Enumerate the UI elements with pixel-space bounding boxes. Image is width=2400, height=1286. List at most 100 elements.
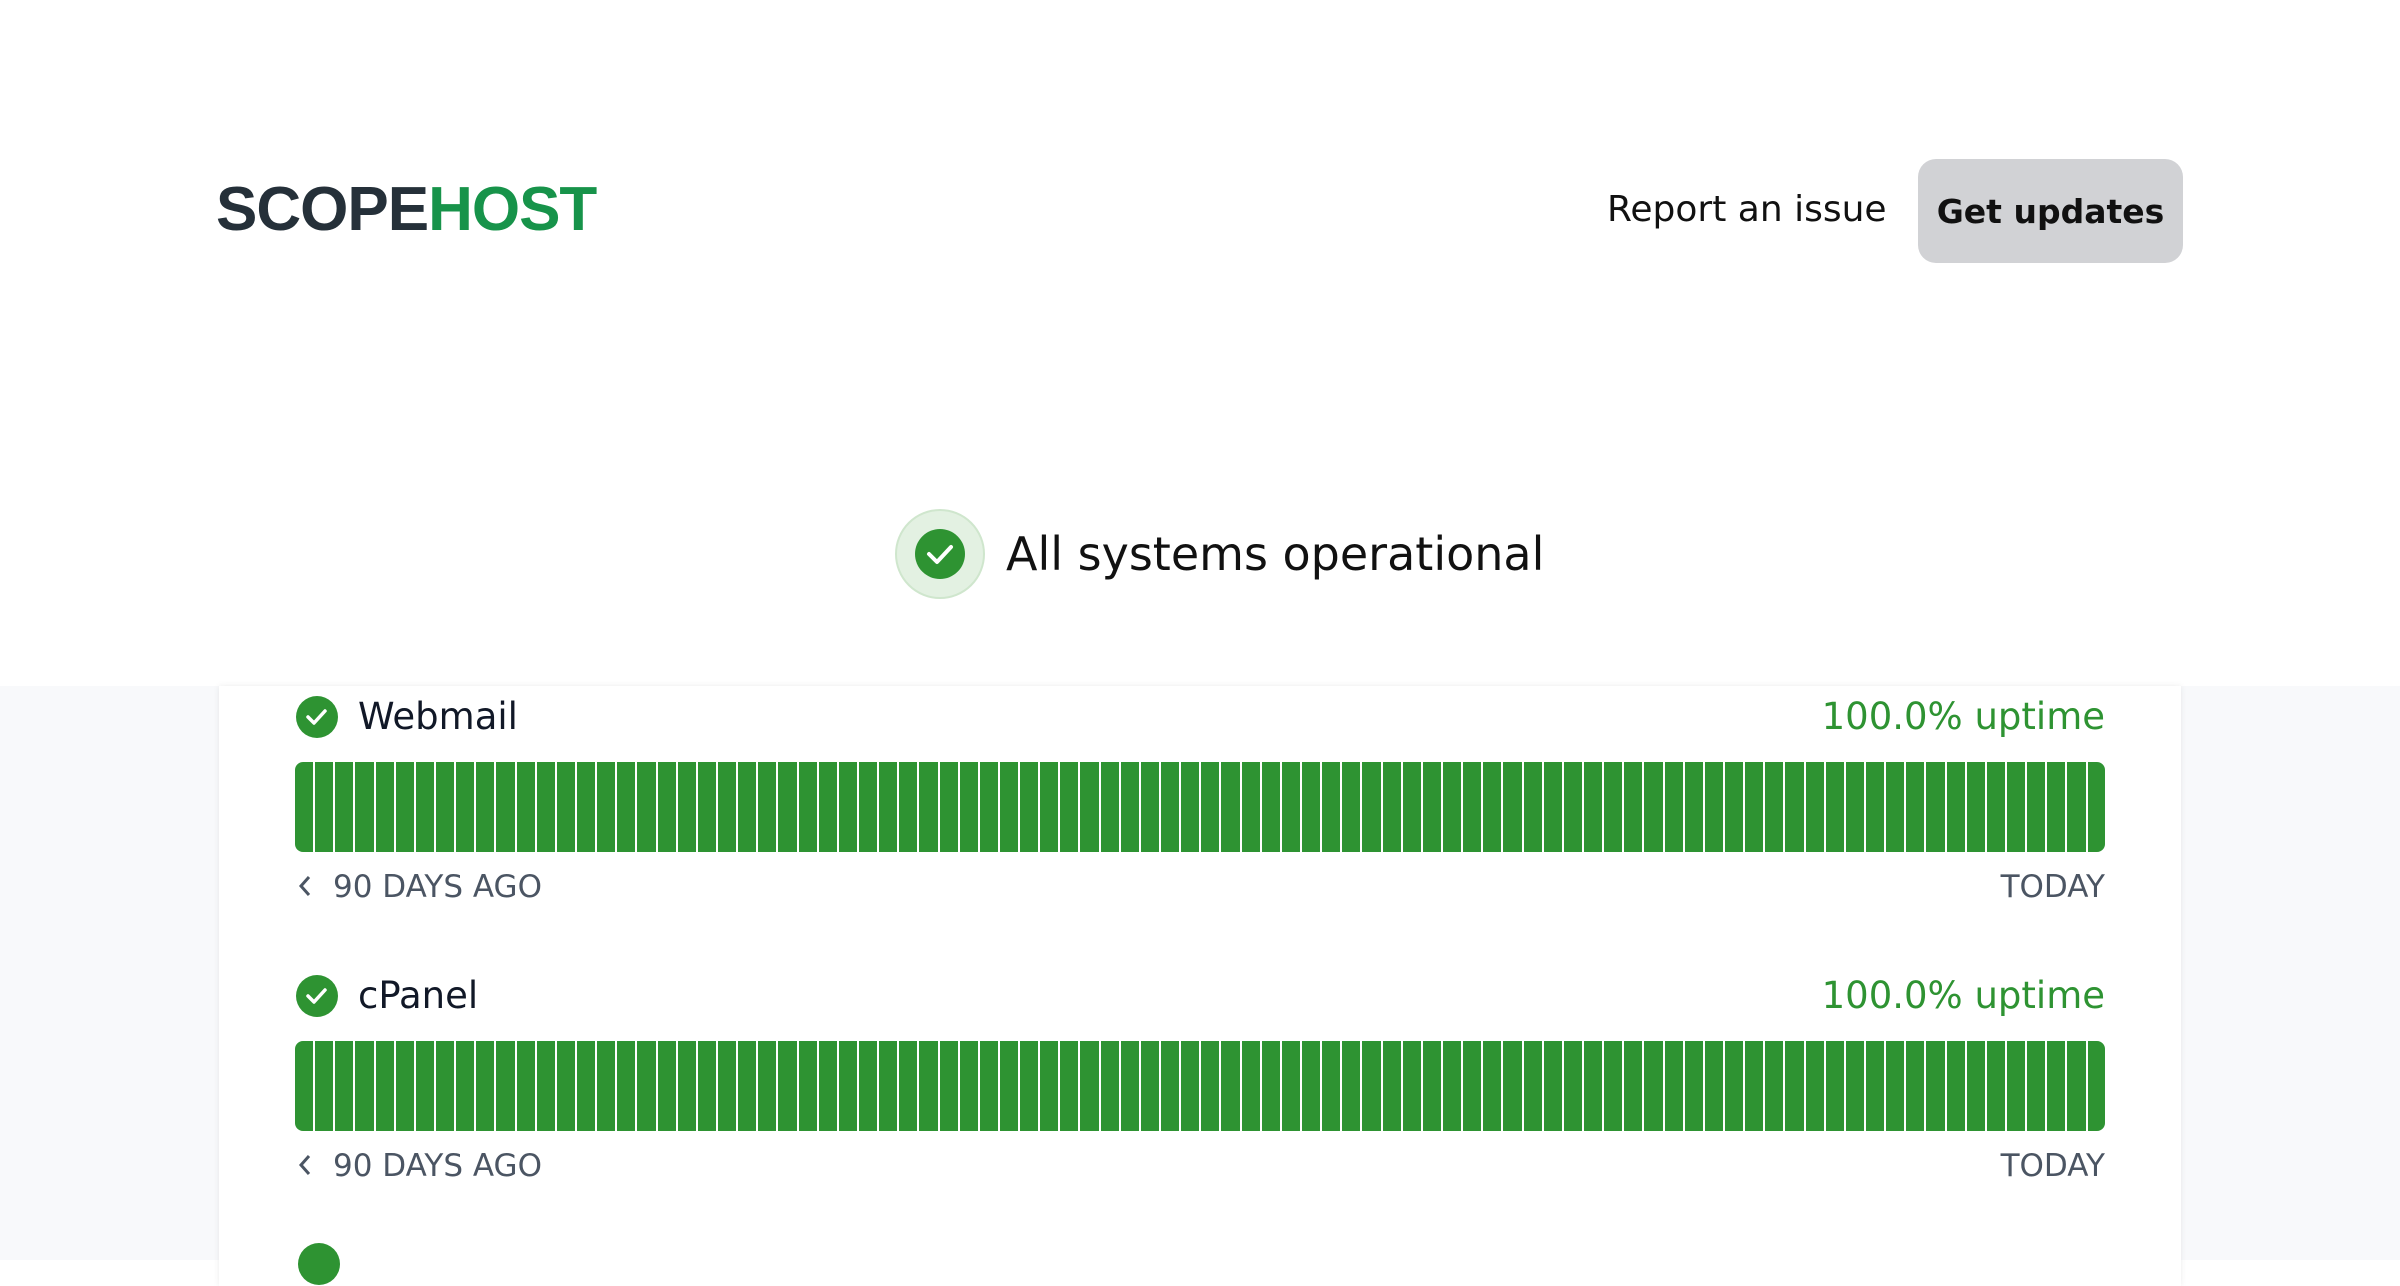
day-bar bbox=[395, 1041, 414, 1131]
day-bar bbox=[1463, 762, 1482, 852]
day-bar bbox=[1563, 1041, 1582, 1131]
day-bar bbox=[2047, 762, 2066, 852]
start-text: 90 DAYS AGO bbox=[333, 1148, 542, 1184]
start-text: 90 DAYS AGO bbox=[333, 869, 542, 905]
day-bar bbox=[2067, 762, 2086, 852]
day-bar bbox=[1745, 762, 1764, 852]
day-bar bbox=[1221, 762, 1240, 852]
component-name: Webmail bbox=[358, 695, 518, 738]
status-icon bbox=[298, 1243, 340, 1285]
logo-part: HOST bbox=[428, 175, 597, 244]
day-bar bbox=[1624, 1041, 1643, 1131]
day-bar bbox=[939, 1041, 958, 1131]
day-bar bbox=[476, 1041, 495, 1131]
day-bar bbox=[576, 1041, 596, 1131]
day-bar bbox=[576, 762, 596, 852]
day-bar bbox=[818, 1041, 837, 1131]
day-bar bbox=[1704, 762, 1723, 852]
day-bar bbox=[617, 1041, 636, 1131]
day-bar bbox=[1624, 762, 1643, 852]
uptime: 100.0% uptime bbox=[1821, 974, 2105, 1017]
day-bar bbox=[657, 1041, 676, 1131]
day-bar bbox=[1201, 762, 1220, 852]
day-bar bbox=[456, 762, 475, 852]
day-bar bbox=[1443, 762, 1462, 852]
day-bar bbox=[516, 1041, 535, 1131]
logo-part: SCOPE bbox=[216, 175, 429, 244]
day-bar bbox=[758, 762, 777, 852]
day-bar bbox=[677, 762, 696, 852]
chevron[interactable] bbox=[295, 871, 317, 901]
day-bar bbox=[1886, 1041, 1905, 1131]
day-bar bbox=[717, 1041, 737, 1131]
start-label: 90 DAYS AGO bbox=[295, 1146, 542, 1186]
day-bar bbox=[1020, 762, 1039, 852]
day-bar bbox=[1563, 762, 1582, 852]
day-bar bbox=[1342, 1041, 1361, 1131]
day-bar bbox=[1986, 1041, 2005, 1131]
day-bar bbox=[1584, 762, 1603, 852]
updates-button[interactable]: Get updates bbox=[1918, 159, 2183, 263]
day-bar bbox=[1584, 1041, 1603, 1131]
day-bar bbox=[1523, 1041, 1542, 1131]
day-bar bbox=[1281, 1041, 1301, 1131]
day-bar bbox=[899, 1041, 918, 1131]
day-bar bbox=[1120, 1041, 1139, 1131]
report-link[interactable]: Report an issue bbox=[1607, 189, 1887, 230]
day-bar bbox=[2027, 1041, 2046, 1131]
day-bar bbox=[778, 1041, 797, 1131]
day-bar bbox=[1241, 762, 1260, 852]
day-bar bbox=[1724, 762, 1744, 852]
end-label: TODAY bbox=[2000, 1148, 2105, 1184]
day-bar bbox=[2087, 1041, 2105, 1131]
day-bar bbox=[1302, 1041, 1321, 1131]
day-bar bbox=[1040, 762, 1059, 852]
day-bar bbox=[1161, 1041, 1180, 1131]
day-bar bbox=[1402, 762, 1421, 852]
day-bar bbox=[939, 762, 958, 852]
chevron[interactable] bbox=[295, 1150, 317, 1180]
day-bar bbox=[637, 1041, 656, 1131]
end-label: TODAY bbox=[2000, 869, 2105, 905]
component: cPanel 100.0% uptime 90 DAYS AGO TODAY bbox=[295, 969, 2105, 1199]
day-bar bbox=[335, 1041, 354, 1131]
day-bar bbox=[597, 1041, 616, 1131]
day-bar bbox=[375, 762, 394, 852]
day-bar bbox=[476, 762, 495, 852]
day-bar bbox=[1966, 762, 1985, 852]
day-bar bbox=[1865, 1041, 1885, 1131]
day-bar bbox=[1443, 1041, 1462, 1131]
day-bar bbox=[1543, 762, 1562, 852]
logo[interactable]: SCOPEHOST bbox=[216, 172, 597, 248]
day-bar bbox=[2067, 1041, 2086, 1131]
day-bar bbox=[838, 762, 857, 852]
components-card: Webmail 100.0% uptime 90 DAYS AGO TODAY cPan… bbox=[219, 686, 2181, 1286]
day-bar bbox=[1342, 762, 1361, 852]
day-bar bbox=[335, 762, 354, 852]
day-bar bbox=[1060, 1041, 1079, 1131]
day-bar bbox=[858, 1041, 878, 1131]
day-bar bbox=[456, 1041, 475, 1131]
day-bar bbox=[295, 762, 314, 852]
day-bar bbox=[1765, 1041, 1784, 1131]
day-bar bbox=[1926, 1041, 1945, 1131]
day-bar bbox=[1161, 762, 1180, 852]
day-bar bbox=[1221, 1041, 1240, 1131]
day-bar bbox=[355, 762, 374, 852]
day-bar bbox=[1986, 762, 2005, 852]
day-bar bbox=[1745, 1041, 1764, 1131]
day-bar bbox=[1906, 762, 1925, 852]
day-bar bbox=[496, 1041, 515, 1131]
day-bar bbox=[1644, 762, 1663, 852]
day-bar bbox=[1080, 762, 1099, 852]
day-bar bbox=[1181, 1041, 1200, 1131]
day-bar bbox=[879, 762, 898, 852]
day-bar bbox=[1664, 762, 1683, 852]
day-bar bbox=[435, 762, 455, 852]
day-bar bbox=[979, 762, 998, 852]
day-bar bbox=[2087, 762, 2105, 852]
day-bar bbox=[1463, 1041, 1482, 1131]
day-bar bbox=[415, 762, 434, 852]
day-bar bbox=[959, 762, 978, 852]
day-bar bbox=[617, 762, 636, 852]
